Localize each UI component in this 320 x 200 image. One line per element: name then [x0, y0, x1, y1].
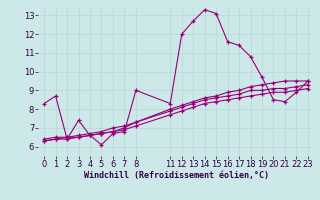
X-axis label: Windchill (Refroidissement éolien,°C): Windchill (Refroidissement éolien,°C) — [84, 171, 268, 180]
